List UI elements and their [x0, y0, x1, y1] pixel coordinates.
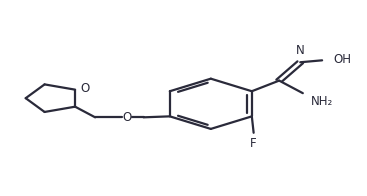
Text: NH₂: NH₂ — [311, 95, 333, 108]
Text: OH: OH — [333, 53, 351, 66]
Text: O: O — [81, 82, 90, 95]
Text: O: O — [123, 111, 132, 124]
Text: F: F — [250, 137, 257, 150]
Text: N: N — [296, 44, 305, 57]
